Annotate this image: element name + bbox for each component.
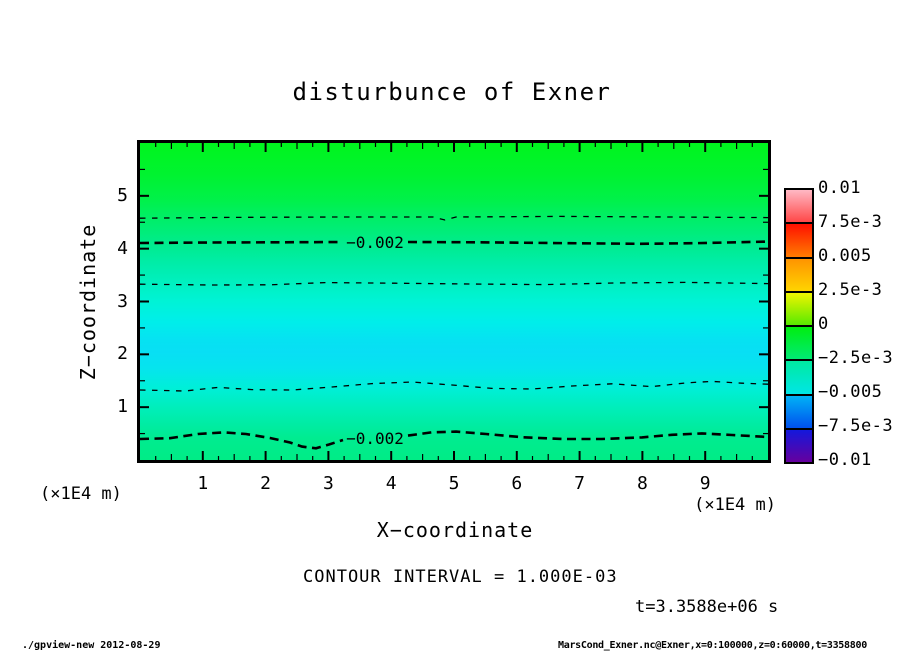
x-tick-label: 8	[636, 473, 648, 494]
x-tick-label: 3	[322, 473, 334, 494]
colorbar-tick-label: 0.01	[818, 178, 861, 198]
colorbar-cell	[786, 190, 812, 225]
colorbar	[784, 188, 814, 464]
colorbar-tick-label: −0.01	[818, 450, 872, 470]
colorbar-cell	[786, 327, 812, 362]
x-tick-label: 6	[511, 473, 523, 494]
colorbar-tick-label: −7.5e-3	[818, 416, 894, 436]
x-axis-unit-label: (×1E4 m)	[694, 495, 776, 515]
time-annotation: t=3.3588e+06 s	[635, 597, 779, 617]
colorbar-cell	[786, 292, 812, 327]
colorbar-tick-label: 2.5e-3	[818, 280, 883, 300]
contour-interval-note: CONTOUR INTERVAL = 1.000E-03	[303, 567, 618, 587]
footer-dataset-info: MarsCond_Exner.nc@Exner,x=0:100000,z=0:6…	[558, 640, 867, 651]
colorbar-cell	[786, 361, 812, 396]
y-tick-label: 5	[117, 184, 128, 206]
x-axis-label: X−coordinate	[376, 518, 534, 542]
colorbar-cell	[786, 429, 812, 462]
footer-program-date: ./gpview-new 2012-08-29	[22, 640, 161, 651]
colorbar-tick-label: −2.5e-3	[818, 348, 894, 368]
colorbar-cell	[786, 395, 812, 430]
y-tick-label: 1	[117, 396, 128, 418]
x-tick-label: 4	[385, 473, 397, 494]
x-tick-label: 7	[574, 473, 586, 494]
colorbar-tick-label: −0.005	[818, 382, 883, 402]
y-tick-label: 3	[117, 290, 128, 312]
colorbar-tick-label: 0	[818, 314, 829, 334]
y-tick-label: 4	[117, 237, 128, 259]
colorbar-cell	[786, 258, 812, 293]
contour-value-label: −0.002	[346, 429, 404, 448]
x-tick-label: 2	[260, 473, 272, 494]
plot-title: disturbunce of Exner	[292, 78, 612, 106]
x-tick-label: 9	[699, 473, 711, 494]
colorbar-tick-label: 7.5e-3	[818, 212, 883, 232]
plot-area	[137, 140, 771, 463]
y-tick-label: 2	[117, 343, 128, 365]
contour-value-label: −0.002	[346, 233, 404, 252]
x-tick-label: 1	[197, 473, 209, 494]
colorbar-tick-label: 0.005	[818, 246, 872, 266]
colorbar-cell	[786, 224, 812, 259]
x-tick-label: 5	[448, 473, 460, 494]
contour-fill-field	[140, 143, 768, 460]
y-axis-unit-label: (×1E4 m)	[40, 484, 122, 504]
